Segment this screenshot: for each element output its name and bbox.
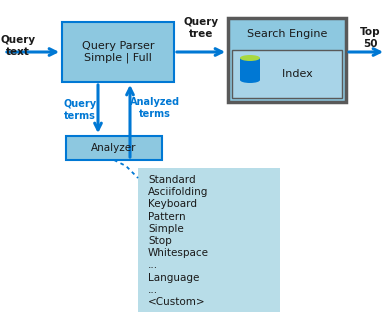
- Text: Search Engine: Search Engine: [247, 29, 327, 39]
- Text: Whitespace: Whitespace: [148, 248, 209, 258]
- Bar: [232, 50, 342, 98]
- Text: Query
text: Query text: [0, 35, 35, 57]
- Ellipse shape: [240, 55, 260, 61]
- Text: Language: Language: [148, 273, 199, 283]
- Ellipse shape: [240, 77, 260, 83]
- Text: Analyzed
terms: Analyzed terms: [130, 97, 180, 119]
- Bar: [138, 168, 280, 312]
- Bar: [66, 136, 162, 160]
- Text: ...: ...: [148, 260, 158, 270]
- Text: Query
terms: Query terms: [64, 99, 97, 121]
- Text: Simple: Simple: [148, 224, 184, 234]
- Text: Query
tree: Query tree: [183, 17, 218, 39]
- Text: Top
50: Top 50: [360, 27, 380, 49]
- Text: Analyzer: Analyzer: [91, 143, 137, 153]
- Text: Keyboard: Keyboard: [148, 199, 197, 209]
- Text: Pattern: Pattern: [148, 211, 186, 222]
- Bar: [228, 18, 346, 102]
- Text: <Custom>: <Custom>: [148, 297, 206, 307]
- Bar: [240, 58, 260, 80]
- Text: Asciifolding: Asciifolding: [148, 187, 208, 197]
- Bar: [62, 22, 174, 82]
- Text: ...: ...: [148, 285, 158, 295]
- Text: Standard: Standard: [148, 175, 196, 185]
- Text: Query Parser
Simple | Full: Query Parser Simple | Full: [82, 41, 154, 63]
- Text: Index: Index: [275, 69, 313, 79]
- Text: Stop: Stop: [148, 236, 172, 246]
